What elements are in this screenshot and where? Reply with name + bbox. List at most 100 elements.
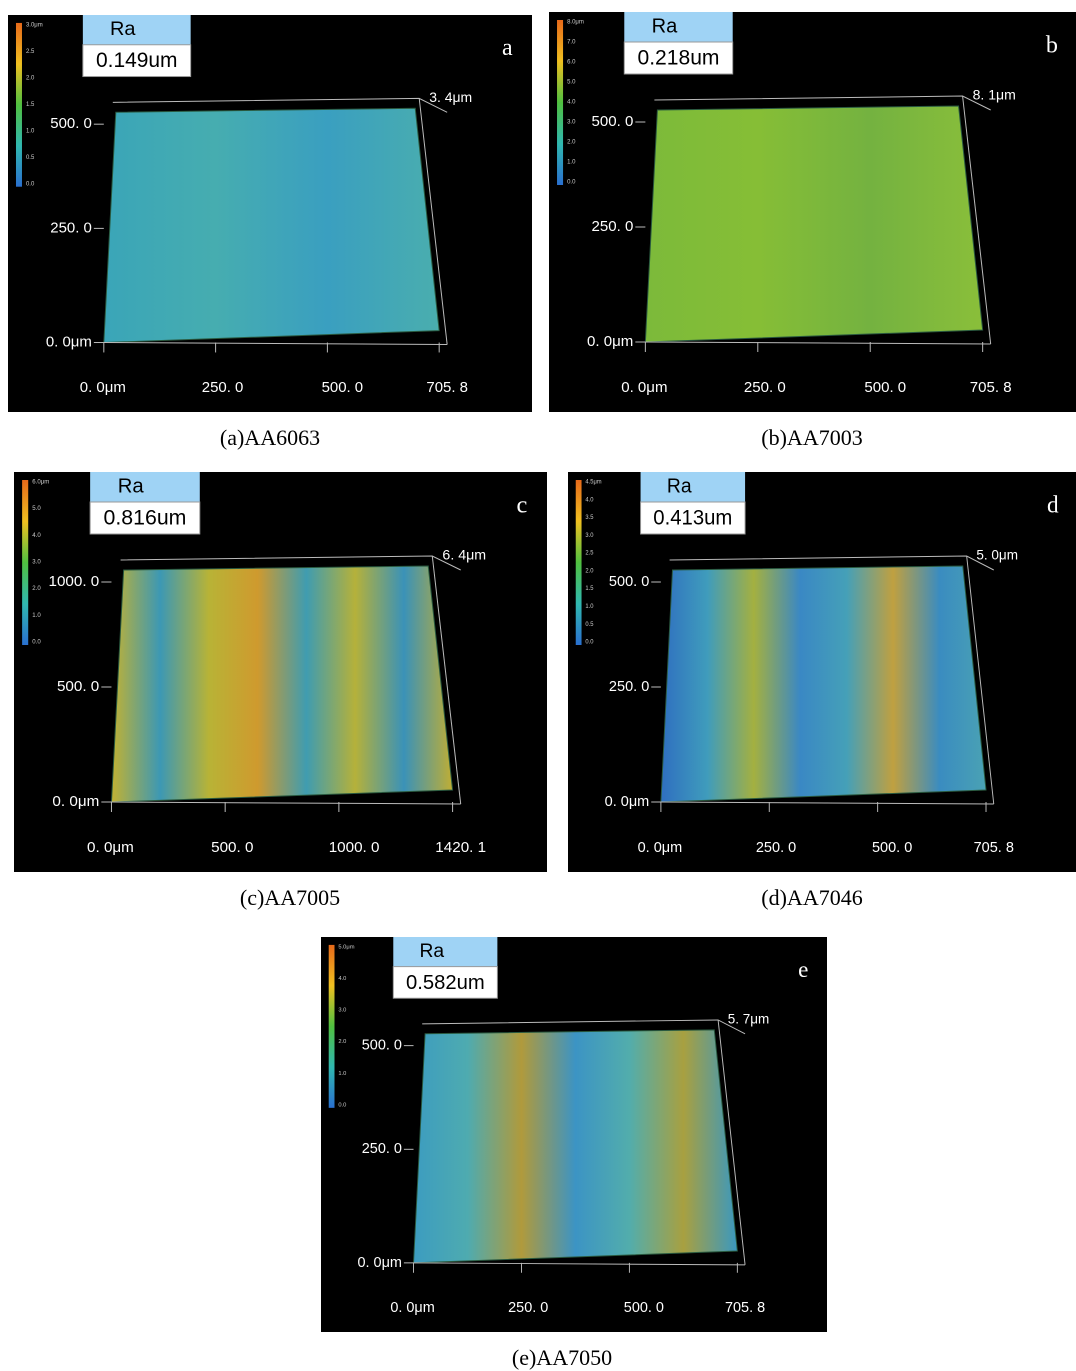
- panel-letter: c: [517, 492, 528, 519]
- surface: [111, 566, 452, 802]
- colorbar-label: 1.0: [338, 1071, 347, 1077]
- colorbar-label: 1.5: [585, 586, 594, 592]
- profile-panel: 5.0μm4.03.02.01.00.0Ra0.582ume5. 7μm0. 0…: [321, 937, 827, 1332]
- x-tick-label: 1420. 1: [435, 839, 486, 856]
- x-tick-label: 500. 0: [211, 839, 253, 856]
- colorbar-label: 2.0: [585, 568, 594, 574]
- profile-image: 6.0μm5.04.03.02.01.00.0Ra0.816umc6. 4μm0…: [14, 472, 547, 872]
- colorbar-label: 0.5: [26, 155, 35, 161]
- colorbar-label: 0.0: [32, 640, 41, 646]
- ra-header: Ra: [118, 475, 145, 497]
- colorbar-label: 3.0: [338, 1008, 347, 1014]
- x-tick-label: 0. 0μm: [87, 839, 134, 856]
- panel-letter: d: [1047, 492, 1059, 518]
- colorbar-label: 0.5: [585, 622, 594, 628]
- ra-value: 0.582um: [406, 971, 485, 994]
- surface: [104, 108, 439, 342]
- colorbar-label: 0.0: [338, 1102, 347, 1108]
- colorbar: [557, 20, 563, 185]
- ra-header-box: [83, 15, 191, 45]
- x-tick-label: 250. 0: [202, 379, 244, 396]
- z-max-label: 3. 4μm: [429, 89, 472, 105]
- z-max-label: 5. 0μm: [976, 548, 1018, 563]
- y-tick-label: 0. 0μm: [357, 1255, 401, 1271]
- colorbar-label: 1.0: [585, 604, 594, 610]
- x-tick-label: 500. 0: [872, 840, 912, 856]
- y-tick-label: 1000. 0: [48, 573, 99, 590]
- colorbar-label: 4.0: [338, 976, 347, 982]
- z-max-label: 5. 7μm: [728, 1011, 770, 1026]
- x-tick-label: 250. 0: [744, 379, 786, 396]
- caption: (d)AA7046: [662, 885, 962, 911]
- x-tick-label: 0. 0μm: [621, 379, 667, 396]
- colorbar-label: 4.0: [567, 100, 576, 106]
- y-tick-label: 250. 0: [609, 679, 649, 695]
- ra-value: 0.816um: [103, 507, 186, 530]
- z-max-label: 6. 4μm: [442, 547, 486, 563]
- x-tick-label: 705. 8: [970, 379, 1012, 396]
- ra-header-box: [393, 937, 497, 967]
- ra-header: Ra: [420, 940, 445, 962]
- caption: (c)AA7005: [140, 885, 440, 911]
- ra-header: Ra: [667, 475, 692, 497]
- colorbar-label: 2.5: [585, 551, 594, 557]
- colorbar-label: 4.0: [32, 533, 41, 539]
- y-tick-label: 250. 0: [50, 219, 92, 236]
- axis-line: [645, 342, 990, 344]
- y-tick-label: 0. 0μm: [52, 793, 99, 810]
- x-tick-label: 500. 0: [322, 379, 364, 396]
- colorbar-label: 6.0: [567, 60, 576, 66]
- x-tick-label: 705. 8: [725, 1300, 765, 1316]
- panel-letter: e: [798, 957, 808, 983]
- colorbar-label: 2.0: [32, 586, 41, 592]
- x-tick-label: 0. 0μm: [638, 840, 683, 856]
- axis-line: [414, 1263, 746, 1265]
- x-tick-label: 0. 0μm: [80, 379, 126, 396]
- colorbar-label: 0.0: [585, 640, 594, 646]
- colorbar-label: 2.5: [26, 49, 35, 55]
- surface: [661, 566, 986, 802]
- profile-panel: 6.0μm5.04.03.02.01.00.0Ra0.816umc6. 4μm0…: [14, 472, 547, 872]
- colorbar-label: 4.0: [585, 497, 594, 503]
- colorbar: [329, 945, 335, 1108]
- x-tick-label: 705. 8: [426, 379, 468, 396]
- ra-value: 0.413um: [653, 506, 732, 529]
- y-tick-label: 0. 0μm: [605, 794, 650, 810]
- ra-header-box: [624, 12, 732, 42]
- colorbar-label: 5.0: [567, 80, 576, 86]
- colorbar-label: 8.0μm: [567, 20, 584, 26]
- x-tick-label: 500. 0: [864, 379, 906, 396]
- y-tick-label: 250. 0: [362, 1141, 402, 1157]
- colorbar-label: 1.0: [32, 613, 41, 619]
- profile-image: 4.5μm4.03.53.02.52.01.51.00.50.0Ra0.413u…: [568, 472, 1076, 872]
- colorbar: [22, 480, 28, 645]
- colorbar-label: 2.0: [567, 140, 576, 146]
- y-tick-label: 500. 0: [362, 1037, 402, 1053]
- colorbar: [576, 480, 582, 645]
- colorbar-label: 3.5: [585, 515, 594, 521]
- surface: [645, 106, 982, 342]
- colorbar-label: 3.0: [585, 533, 594, 539]
- colorbar-label: 3.0: [567, 120, 576, 126]
- colorbar-label: 3.0: [32, 560, 41, 566]
- ra-value: 0.149um: [96, 49, 178, 72]
- caption: (e)AA7050: [412, 1345, 712, 1371]
- colorbar-label: 3.0μm: [26, 23, 43, 29]
- colorbar-label: 1.5: [26, 102, 35, 108]
- caption: (b)AA7003: [662, 425, 962, 451]
- axis-line: [111, 802, 460, 804]
- ra-value: 0.218um: [637, 47, 719, 70]
- panel-letter: a: [502, 35, 513, 61]
- colorbar-label: 2.0: [338, 1039, 347, 1045]
- y-tick-label: 250. 0: [591, 218, 633, 235]
- axis-line: [104, 343, 447, 345]
- y-tick-label: 0. 0μm: [587, 333, 633, 350]
- colorbar-label: 0.0: [26, 181, 35, 187]
- colorbar-label: 1.0: [567, 160, 576, 166]
- y-tick-label: 500. 0: [591, 113, 633, 130]
- y-tick-label: 0. 0μm: [46, 333, 92, 350]
